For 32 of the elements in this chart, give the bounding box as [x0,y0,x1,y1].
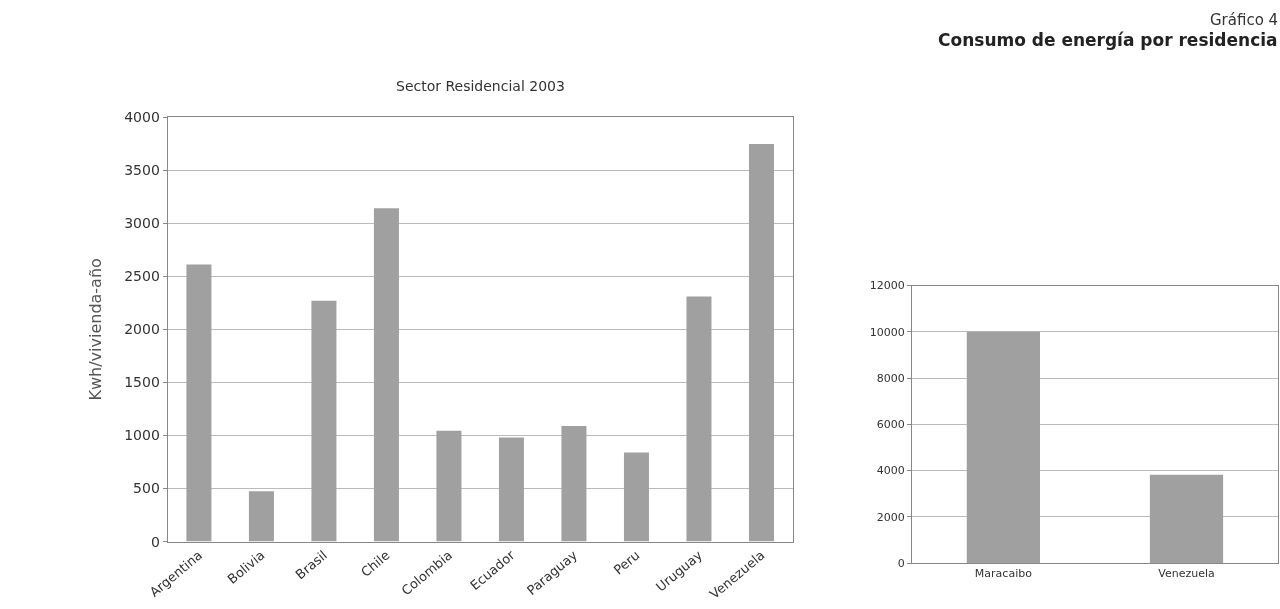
y-tick-label: 0 [897,556,905,570]
y-tick-label: 500 [133,480,160,497]
bar [311,300,337,542]
x-tick-label: Maracaibo [974,567,1033,581]
y-tick-label: 1500 [124,374,160,391]
chart-title: Gráfico 4 [1210,11,1279,29]
y-tick-label: 2500 [124,268,160,285]
y-tick-label: 8000 [876,371,905,385]
y-tick-label: 4000 [876,464,905,478]
y-tick-label: 2000 [124,321,160,338]
y-tick-label: 3500 [124,162,160,179]
y-tick-label: 12000 [869,279,905,293]
bar [248,491,274,542]
y-tick-label: 6000 [876,418,905,432]
y-tick-label: 1000 [124,427,160,444]
bar [498,437,524,542]
bar [623,452,649,542]
y-tick-label: 10000 [869,325,905,339]
y-axis-title: Kwh/vivienda-año [86,258,106,401]
chart-subtitle: Consumo de energía por residencia [938,30,1278,50]
y-tick-label: 2000 [876,510,905,524]
x-tick-label: Venezuela [1158,567,1215,581]
y-tick-label: 3000 [124,215,160,232]
bar [373,208,399,542]
y-tick-label: 0 [150,533,160,550]
bar [436,430,462,542]
bar [186,264,212,542]
bar [748,144,774,542]
chart-title: Sector Residencial 2003 [396,78,565,94]
bar [561,425,587,542]
y-tick-label: 4000 [124,108,160,125]
bar [686,296,712,542]
